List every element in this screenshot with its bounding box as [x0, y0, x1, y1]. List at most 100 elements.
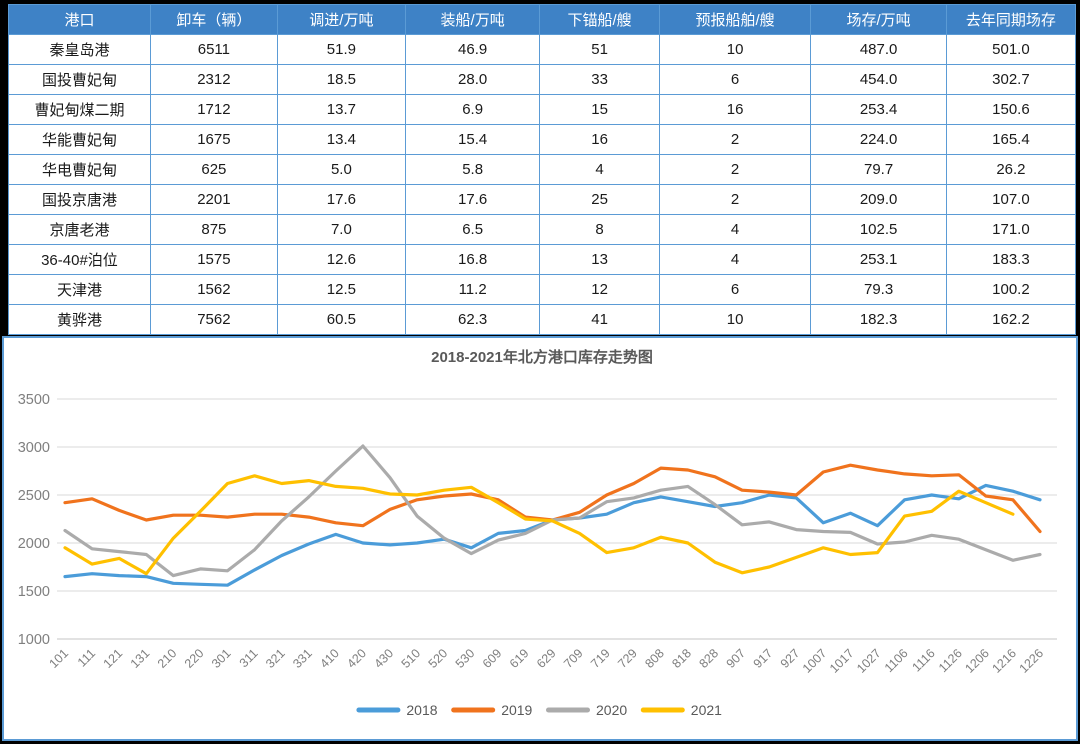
port-name-cell: 秦皇岛港: [8, 34, 151, 65]
value-cell: 224.0: [810, 124, 947, 155]
x-axis-tick-label: 1206: [962, 646, 992, 676]
legend-item-2018[interactable]: 2018: [356, 702, 438, 718]
inventory-trend-chart-panel: 2018-2021年北方港口库存走势图 3500 3000 2500 2000 1500 1…: [2, 336, 1078, 741]
column-header-1: 卸车（辆）: [149, 4, 278, 35]
x-axis-tick-label: 719: [588, 646, 613, 671]
column-header-7: 去年同期场存: [945, 4, 1077, 35]
inventory-trend-line-chart: 2018-2021年北方港口库存走势图 3500 3000 2500 2000 1500 1…: [18, 348, 1057, 718]
port-data-table-section: 港口 卸车（辆） 调进/万吨 装船/万吨 下锚船/艘 预报船舶/艘 场存/万吨 去年同期场存 …: [8, 4, 1077, 335]
column-header-0: 港口: [8, 4, 151, 35]
y-axis-tick-label: 1500: [18, 584, 50, 600]
value-cell: 12.5: [276, 274, 406, 305]
table-row: 华能曹妃甸 1675 13.4 15.4 16 2 224.0 165.4: [8, 124, 1077, 155]
table-row: 华电曹妃甸 625 5.0 5.8 4 2 79.7 26.2: [8, 154, 1077, 185]
value-cell: 5.0: [276, 154, 406, 185]
x-axis-tick-label: 1126: [936, 646, 965, 675]
x-axis-tick-label: 1226: [1017, 646, 1047, 676]
x-axis-tick-label: 828: [696, 646, 721, 671]
value-cell: 5.8: [404, 154, 541, 185]
column-header-5: 预报船舶/艘: [658, 4, 812, 35]
legend-label-2018: 2018: [406, 702, 437, 718]
value-cell: 2201: [149, 184, 278, 215]
column-header-4: 下锚船/艘: [539, 4, 660, 35]
port-name-cell: 国投京唐港: [8, 184, 151, 215]
value-cell: 15: [539, 94, 660, 125]
x-axis-tick-label: 520: [426, 646, 451, 671]
table-row: 天津港 1562 12.5 11.2 12 6 79.3 100.2: [8, 274, 1077, 305]
y-axis-tick-label: 2500: [18, 488, 50, 504]
legend-swatch-2021: [640, 707, 685, 713]
x-axis-tick-label: 210: [155, 646, 180, 671]
column-header-6: 场存/万吨: [810, 4, 947, 35]
x-axis-tick-label: 510: [399, 646, 424, 671]
table-row: 秦皇岛港 6511 51.9 46.9 51 10 487.0 501.0: [8, 34, 1077, 65]
value-cell: 2: [658, 124, 812, 155]
x-axis-tick-label: 301: [209, 646, 234, 671]
x-axis-tick-label: 619: [507, 646, 532, 671]
value-cell: 1575: [149, 244, 278, 275]
value-cell: 13: [539, 244, 660, 275]
x-axis-tick-label: 331: [290, 646, 315, 671]
value-cell: 253.4: [810, 94, 947, 125]
value-cell: 26.2: [945, 154, 1077, 185]
x-axis-tick-label: 430: [371, 646, 396, 671]
legend-swatch-2018: [356, 707, 401, 713]
value-cell: 100.2: [945, 274, 1077, 305]
x-axis-tick-label: 907: [724, 646, 749, 671]
value-cell: 875: [149, 214, 278, 245]
x-axis-tick-label: 1106: [882, 646, 911, 675]
value-cell: 33: [539, 64, 660, 95]
x-axis-tick-label: 927: [778, 646, 803, 671]
value-cell: 171.0: [945, 214, 1077, 245]
value-cell: 487.0: [810, 34, 947, 65]
value-cell: 1562: [149, 274, 278, 305]
x-axis-tick-label: 321: [263, 646, 288, 671]
value-cell: 454.0: [810, 64, 947, 95]
value-cell: 6: [658, 274, 812, 305]
port-name-cell: 华电曹妃甸: [8, 154, 151, 185]
value-cell: 13.4: [276, 124, 406, 155]
chart-title: 2018-2021年北方港口库存走势图: [431, 348, 653, 366]
value-cell: 625: [149, 154, 278, 185]
value-cell: 6511: [149, 34, 278, 65]
port-name-cell: 黄骅港: [8, 304, 151, 335]
table-header: 港口 卸车（辆） 调进/万吨 装船/万吨 下锚船/艘 预报船舶/艘 场存/万吨 去年同期场存: [8, 4, 1077, 35]
value-cell: 209.0: [810, 184, 947, 215]
table-row: 国投京唐港 2201 17.6 17.6 25 2 209.0 107.0: [8, 184, 1077, 215]
value-cell: 107.0: [945, 184, 1077, 215]
legend-item-2020[interactable]: 2020: [546, 702, 627, 718]
value-cell: 18.5: [276, 64, 406, 95]
value-cell: 46.9: [404, 34, 541, 65]
value-cell: 51: [539, 34, 660, 65]
value-cell: 302.7: [945, 64, 1077, 95]
column-header-3: 装船/万吨: [404, 4, 541, 35]
value-cell: 7562: [149, 304, 278, 335]
x-axis-tick-label: 1027: [854, 646, 884, 676]
value-cell: 2312: [149, 64, 278, 95]
value-cell: 12: [539, 274, 660, 305]
x-axis-tick-label: 220: [182, 646, 207, 671]
table-row: 黄骅港 7562 60.5 62.3 41 10 182.3 162.2: [8, 304, 1077, 335]
value-cell: 2: [658, 154, 812, 185]
value-cell: 1712: [149, 94, 278, 125]
value-cell: 165.4: [945, 124, 1077, 155]
table-row: 36-40#泊位 1575 12.6 16.8 13 4 253.1 183.3: [8, 244, 1077, 275]
legend-item-2019[interactable]: 2019: [451, 702, 533, 718]
value-cell: 60.5: [276, 304, 406, 335]
value-cell: 10: [658, 304, 812, 335]
value-cell: 4: [658, 244, 812, 275]
value-cell: 28.0: [404, 64, 541, 95]
legend-swatch-2019: [451, 707, 496, 713]
value-cell: 13.7: [276, 94, 406, 125]
x-axis-tick-label: 121: [101, 646, 126, 671]
value-cell: 25: [539, 184, 660, 215]
value-cell: 150.6: [945, 94, 1077, 125]
legend-label-2021: 2021: [691, 702, 722, 718]
value-cell: 12.6: [276, 244, 406, 275]
value-cell: 8: [539, 214, 660, 245]
value-cell: 6.5: [404, 214, 541, 245]
x-axis-tick-label: 729: [615, 646, 640, 671]
value-cell: 10: [658, 34, 812, 65]
x-axis-tick-label: 1017: [827, 646, 857, 676]
legend-item-2021[interactable]: 2021: [640, 702, 722, 718]
